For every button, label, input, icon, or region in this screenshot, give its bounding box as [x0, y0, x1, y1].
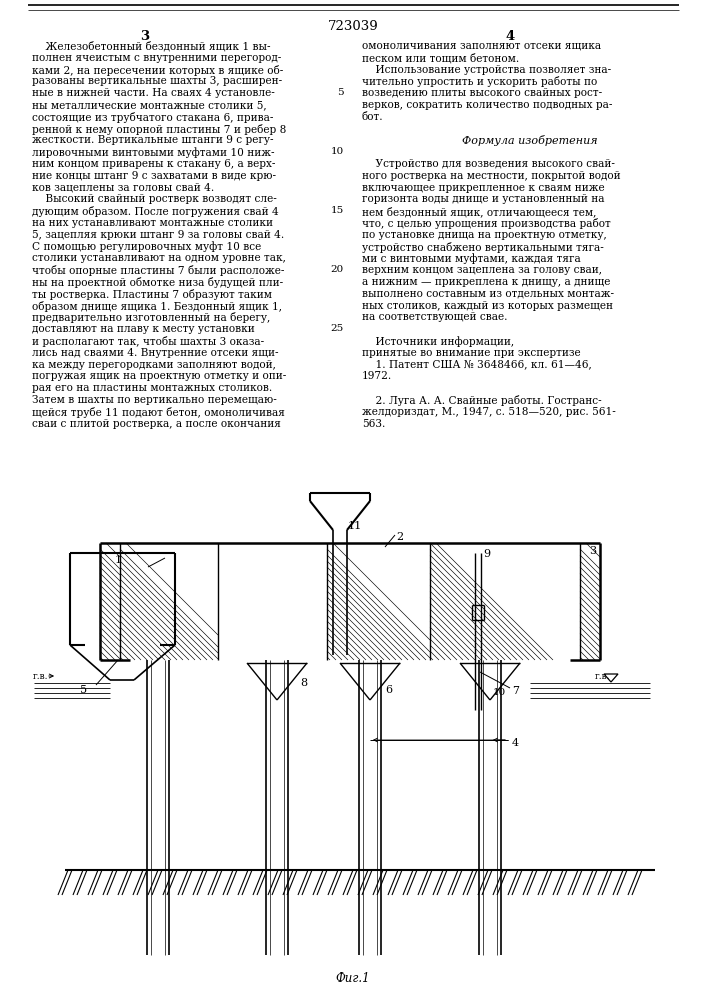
- Text: Затем в шахты по вертикально перемещаю-: Затем в шахты по вертикально перемещаю-: [32, 395, 276, 405]
- Text: 6: 6: [385, 685, 392, 695]
- Text: столики устанавливают на одном уровне так,: столики устанавливают на одном уровне та…: [32, 253, 286, 263]
- Text: принятые во внимание при экспертизе: принятые во внимание при экспертизе: [362, 348, 580, 358]
- Text: дующим образом. После погружения свай 4: дующим образом. После погружения свай 4: [32, 206, 279, 217]
- Text: 2. Луга А. А. Свайные работы. Гостранс-: 2. Луга А. А. Свайные работы. Гостранс-: [362, 395, 602, 406]
- Text: 3: 3: [141, 30, 150, 43]
- Text: ним концом приварены к стакану 6, а верх-: ним концом приварены к стакану 6, а верх…: [32, 159, 275, 169]
- Text: предварительно изготовленный на берегу,: предварительно изготовленный на берегу,: [32, 312, 270, 323]
- Text: лись над сваями 4. Внутренние отсеки ящи-: лись над сваями 4. Внутренние отсеки ящи…: [32, 348, 279, 358]
- Text: С помощью регулировочных муфт 10 все: С помощью регулировочных муфт 10 все: [32, 242, 262, 252]
- Text: Фиг.1: Фиг.1: [336, 972, 370, 985]
- Text: 5: 5: [337, 88, 344, 97]
- Text: образом днище ящика 1. Бездонный ящик 1,: образом днище ящика 1. Бездонный ящик 1,: [32, 301, 282, 312]
- Text: г.в.: г.в.: [33, 672, 49, 681]
- Text: ние концы штанг 9 с захватами в виде крю-: ние концы штанг 9 с захватами в виде крю…: [32, 171, 276, 181]
- Text: жесткости. Вертикальные штанги 9 с регу-: жесткости. Вертикальные штанги 9 с регу-: [32, 135, 274, 145]
- Text: на соответствующей свае.: на соответствующей свае.: [362, 312, 508, 322]
- Text: разованы вертикальные шахты 3, расширен-: разованы вертикальные шахты 3, расширен-: [32, 76, 282, 86]
- Text: 723039: 723039: [327, 20, 378, 33]
- Text: Высокий свайный ростверк возводят сле-: Высокий свайный ростверк возводят сле-: [32, 194, 276, 204]
- Text: ренной к нему опорной пластины 7 и ребер 8: ренной к нему опорной пластины 7 и ребер…: [32, 124, 286, 135]
- Text: 1. Патент США № 3648466, кл. 61—46,: 1. Патент США № 3648466, кл. 61—46,: [362, 360, 592, 370]
- Text: 15: 15: [331, 206, 344, 215]
- Text: 25: 25: [331, 324, 344, 333]
- Text: включающее прикрепленное к сваям ниже: включающее прикрепленное к сваям ниже: [362, 183, 604, 193]
- Text: возведению плиты высокого свайных рост-: возведению плиты высокого свайных рост-: [362, 88, 602, 98]
- Text: 9: 9: [483, 549, 490, 559]
- Text: верхним концом зацеплена за голову сваи,: верхним концом зацеплена за голову сваи,: [362, 265, 602, 275]
- Text: 10: 10: [493, 688, 506, 697]
- Text: 8: 8: [300, 678, 307, 688]
- Text: ми с винтовыми муфтами, каждая тяга: ми с винтовыми муфтами, каждая тяга: [362, 253, 580, 264]
- Text: ка между перегородками заполняют водой,: ка между перегородками заполняют водой,: [32, 360, 276, 370]
- Text: 7: 7: [512, 686, 519, 696]
- Text: ками 2, на пересечении которых в ящике об-: ками 2, на пересечении которых в ящике о…: [32, 65, 284, 76]
- Text: бот.: бот.: [362, 112, 384, 122]
- Text: устройство снабжено вертикальными тяга-: устройство снабжено вертикальными тяга-: [362, 242, 604, 253]
- Text: выполнено составным из отдельных монтаж-: выполнено составным из отдельных монтаж-: [362, 289, 614, 299]
- Text: ные в нижней части. На сваях 4 установле-: ные в нижней части. На сваях 4 установле…: [32, 88, 275, 98]
- Text: 20: 20: [331, 265, 344, 274]
- Text: 563.: 563.: [362, 419, 385, 429]
- Text: 1972.: 1972.: [362, 371, 392, 381]
- Text: 5: 5: [80, 685, 87, 695]
- Text: ны на проектной обмотке низа будущей пли-: ны на проектной обмотке низа будущей пли…: [32, 277, 283, 288]
- Text: г.в.: г.в.: [595, 672, 611, 681]
- Text: Железобетонный бездонный ящик 1 вы-: Железобетонный бездонный ящик 1 вы-: [32, 41, 271, 52]
- Text: 2: 2: [396, 532, 403, 542]
- Text: и располагают так, чтобы шахты 3 оказа-: и располагают так, чтобы шахты 3 оказа-: [32, 336, 264, 347]
- Text: рая его на пластины монтажных столиков.: рая его на пластины монтажных столиков.: [32, 383, 272, 393]
- Text: Использование устройства позволяет зна-: Использование устройства позволяет зна-: [362, 65, 611, 75]
- Text: на них устанавливают монтажные столики: на них устанавливают монтажные столики: [32, 218, 273, 228]
- Text: 4: 4: [512, 738, 519, 748]
- Text: 1: 1: [115, 555, 122, 565]
- Text: ны металлические монтажные столики 5,: ны металлические монтажные столики 5,: [32, 100, 267, 110]
- Text: чительно упростить и ускорить работы по: чительно упростить и ускорить работы по: [362, 76, 597, 87]
- Text: щейся трубе 11 подают бетон, омоноличивая: щейся трубе 11 подают бетон, омоноличива…: [32, 407, 285, 418]
- Text: лировочными винтовыми муфтами 10 ниж-: лировочными винтовыми муфтами 10 ниж-: [32, 147, 274, 158]
- Text: верков, сократить количество подводных ра-: верков, сократить количество подводных р…: [362, 100, 612, 110]
- Text: 5, зацепляя крюки штанг 9 за головы свай 4.: 5, зацепляя крюки штанг 9 за головы свай…: [32, 230, 284, 240]
- Text: желдориздат, М., 1947, с. 518—520, рис. 561-: желдориздат, М., 1947, с. 518—520, рис. …: [362, 407, 616, 417]
- Text: нем бездонный ящик, отличающееся тем,: нем бездонный ящик, отличающееся тем,: [362, 206, 597, 217]
- Text: чтобы опорные пластины 7 были расположе-: чтобы опорные пластины 7 были расположе-: [32, 265, 284, 276]
- Text: ных столиков, каждый из которых размещен: ных столиков, каждый из которых размещен: [362, 301, 613, 311]
- Text: омоноличивания заполняют отсеки ящика: омоноличивания заполняют отсеки ящика: [362, 41, 601, 51]
- Text: 10: 10: [331, 147, 344, 156]
- Text: 4: 4: [506, 30, 515, 43]
- Text: горизонта воды днище и установленный на: горизонта воды днище и установленный на: [362, 194, 604, 204]
- Text: по установке днища на проектную отметку,: по установке днища на проектную отметку,: [362, 230, 607, 240]
- Text: ного ростверка на местности, покрытой водой: ного ростверка на местности, покрытой во…: [362, 171, 621, 181]
- Text: доставляют на плаву к месту установки: доставляют на плаву к месту установки: [32, 324, 255, 334]
- Text: ты ростверка. Пластины 7 образуют таким: ты ростверка. Пластины 7 образуют таким: [32, 289, 272, 300]
- Text: Формула изобретения: Формула изобретения: [462, 135, 598, 146]
- Text: ков зацеплены за головы свай 4.: ков зацеплены за головы свай 4.: [32, 183, 214, 193]
- Text: погружая ящик на проектную отметку и опи-: погружая ящик на проектную отметку и опи…: [32, 371, 286, 381]
- Text: состоящие из трубчатого стакана 6, прива-: состоящие из трубчатого стакана 6, прива…: [32, 112, 274, 123]
- Text: Источники информации,: Источники информации,: [362, 336, 514, 347]
- Text: сваи с плитой ростверка, а после окончания: сваи с плитой ростверка, а после окончан…: [32, 419, 281, 429]
- Text: полнен ячеистым с внутренними перегород-: полнен ячеистым с внутренними перегород-: [32, 53, 281, 63]
- Text: а нижним — прикреплена к днищу, а днище: а нижним — прикреплена к днищу, а днище: [362, 277, 610, 287]
- Text: Устройство для возведения высокого свай-: Устройство для возведения высокого свай-: [362, 159, 615, 169]
- Text: 11: 11: [348, 521, 362, 531]
- Text: 3: 3: [589, 546, 596, 556]
- Text: песком или тощим бетоном.: песком или тощим бетоном.: [362, 53, 519, 63]
- Text: что, с целью упрощения производства работ: что, с целью упрощения производства рабо…: [362, 218, 611, 229]
